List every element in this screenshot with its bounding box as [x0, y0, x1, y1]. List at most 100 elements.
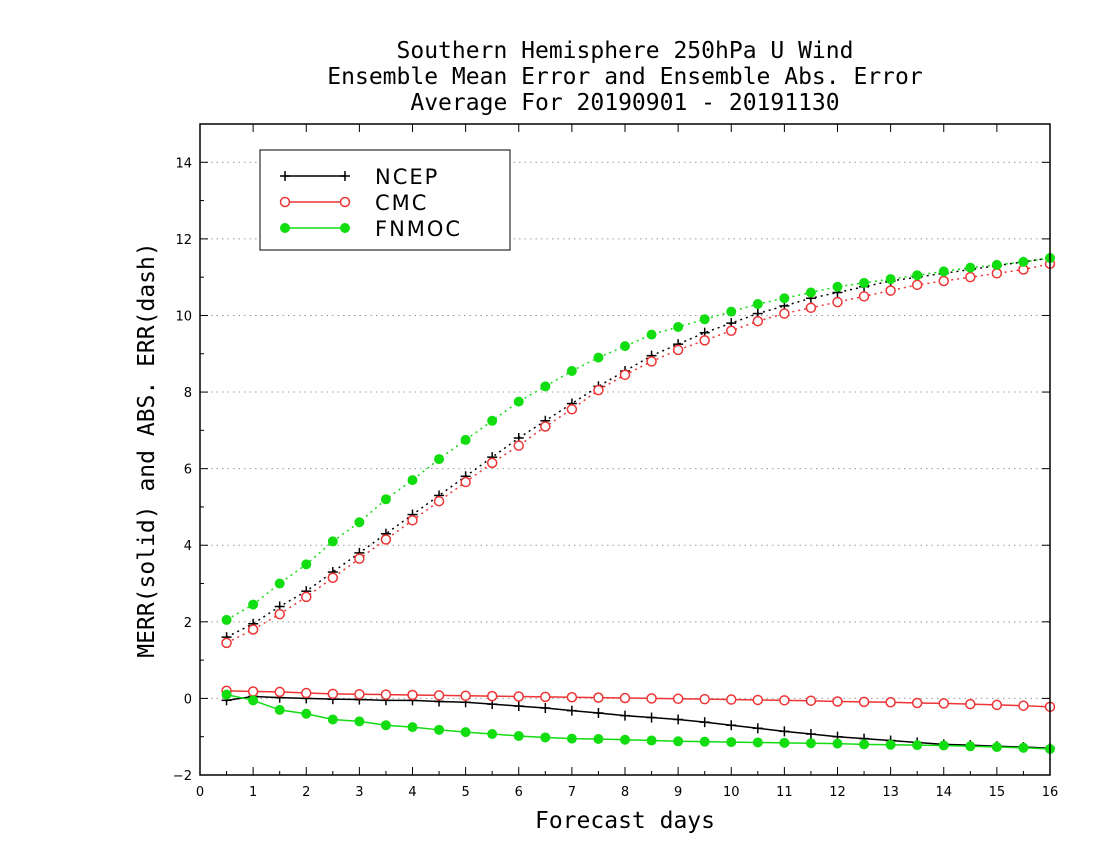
- point-fnmoc-merr: [327, 714, 338, 725]
- point-cmc-abs-err: [911, 279, 923, 291]
- point-cmc-abs-err: [301, 591, 312, 603]
- point-fnmoc-merr: [965, 741, 976, 752]
- point-fnmoc-merr: [566, 733, 577, 744]
- point-cmc-merr: [646, 693, 657, 704]
- x-tick-label: 8: [621, 785, 629, 800]
- point-cmc-merr: [380, 689, 392, 700]
- point-cmc-abs-err: [726, 325, 737, 337]
- point-fnmoc-merr: [752, 737, 763, 748]
- point-fnmoc-merr: [885, 739, 896, 750]
- point-fnmoc-merr: [434, 724, 445, 735]
- point-fnmoc-merr: [513, 730, 524, 741]
- point-ncep-merr: [805, 729, 816, 740]
- point-fnmoc-merr: [380, 720, 391, 731]
- point-ncep-merr: [779, 726, 790, 737]
- point-fnmoc-merr: [673, 736, 684, 747]
- point-cmc-abs-err: [540, 421, 551, 432]
- y-tick-label: −2: [173, 769, 192, 784]
- point-cmc-abs-err: [646, 356, 657, 367]
- legend-marker: [340, 223, 350, 233]
- point-fnmoc-abs-err: [566, 365, 577, 376]
- point-cmc-merr: [911, 697, 923, 709]
- point-cmc-merr: [460, 690, 471, 701]
- x-tick-label: 14: [935, 785, 952, 800]
- point-fnmoc-merr: [248, 695, 259, 706]
- point-fnmoc-abs-err: [938, 266, 949, 277]
- point-ncep-merr: [593, 707, 604, 718]
- legend-item-cmc: CMC: [279, 191, 428, 215]
- point-ncep-merr: [752, 723, 763, 734]
- legend-item-ncep: NCEP: [280, 165, 439, 189]
- point-cmc-abs-err: [433, 495, 445, 507]
- x-tick-label: 12: [829, 785, 846, 800]
- point-cmc-abs-err: [672, 344, 684, 356]
- y-tick-label: 0: [184, 692, 192, 707]
- point-cmc-merr: [433, 690, 445, 701]
- point-cmc-merr: [274, 686, 285, 698]
- x-axis-label: Forecast days: [534, 808, 715, 834]
- point-fnmoc-abs-err: [805, 287, 816, 298]
- point-cmc-abs-err: [274, 608, 285, 620]
- point-cmc-merr: [672, 693, 684, 705]
- point-cmc-merr: [858, 696, 870, 708]
- point-cmc-merr: [566, 692, 578, 703]
- point-fnmoc-merr: [460, 727, 471, 738]
- point-fnmoc-merr: [221, 689, 232, 700]
- point-cmc-abs-err: [699, 335, 710, 346]
- chart-title-line-3: Average For 20190901 - 20191130: [410, 90, 840, 116]
- legend-marker: [340, 171, 350, 181]
- point-cmc-abs-err: [832, 296, 843, 308]
- point-cmc-merr: [699, 693, 710, 705]
- point-cmc-abs-err: [752, 315, 764, 327]
- point-ncep-merr: [513, 701, 524, 712]
- x-tick-label: 1: [249, 785, 257, 800]
- point-fnmoc-abs-err: [1018, 256, 1029, 267]
- point-cmc-merr: [752, 694, 764, 706]
- legend-item-fnmoc: FNMOC: [280, 217, 462, 241]
- legend-label: FNMOC: [375, 217, 462, 241]
- x-tick-label: 2: [302, 785, 310, 800]
- y-tick-label: 8: [184, 386, 192, 401]
- point-cmc-abs-err: [327, 572, 339, 584]
- point-cmc-merr: [779, 695, 790, 706]
- point-cmc-abs-err: [221, 637, 232, 649]
- point-cmc-abs-err: [965, 271, 976, 283]
- point-fnmoc-merr: [407, 722, 418, 733]
- point-fnmoc-abs-err: [726, 306, 737, 317]
- point-cmc-abs-err: [407, 515, 418, 526]
- point-cmc-merr: [885, 696, 896, 708]
- point-ncep-merr: [646, 712, 657, 723]
- point-cmc-merr: [726, 694, 737, 705]
- point-fnmoc-merr: [699, 736, 710, 747]
- point-cmc-abs-err: [938, 275, 949, 287]
- point-fnmoc-abs-err: [460, 434, 471, 445]
- point-cmc-abs-err: [513, 440, 524, 451]
- point-cmc-abs-err: [247, 624, 259, 635]
- chart-title-line-1: Southern Hemisphere 250hPa U Wind: [396, 38, 854, 64]
- point-cmc-abs-err: [486, 457, 498, 469]
- point-fnmoc-abs-err: [699, 314, 710, 325]
- legend-box: [259, 149, 511, 251]
- line-cmc-abs-err: [226, 263, 1051, 644]
- x-tick-label: 16: [1042, 785, 1059, 800]
- point-cmc-merr: [247, 686, 259, 697]
- point-cmc-merr: [513, 691, 524, 702]
- point-fnmoc-abs-err: [301, 559, 312, 570]
- series-layer: [221, 253, 1056, 754]
- point-cmc-merr: [327, 688, 339, 700]
- legend-label: NCEP: [375, 165, 439, 189]
- x-tick-label: 13: [882, 785, 899, 800]
- point-cmc-merr: [540, 691, 551, 703]
- legend-label: CMC: [375, 191, 428, 215]
- series-ncep: [221, 253, 1055, 754]
- point-fnmoc-abs-err: [673, 321, 684, 332]
- legend-marker: [339, 196, 351, 208]
- series-cmc: [221, 258, 1056, 713]
- point-cmc-abs-err: [885, 285, 896, 296]
- point-fnmoc-abs-err: [965, 262, 976, 273]
- point-cmc-merr: [301, 687, 312, 699]
- point-cmc-abs-err: [354, 553, 365, 564]
- point-cmc-abs-err: [991, 268, 1003, 279]
- line-fnmoc-abs-err: [226, 257, 1051, 621]
